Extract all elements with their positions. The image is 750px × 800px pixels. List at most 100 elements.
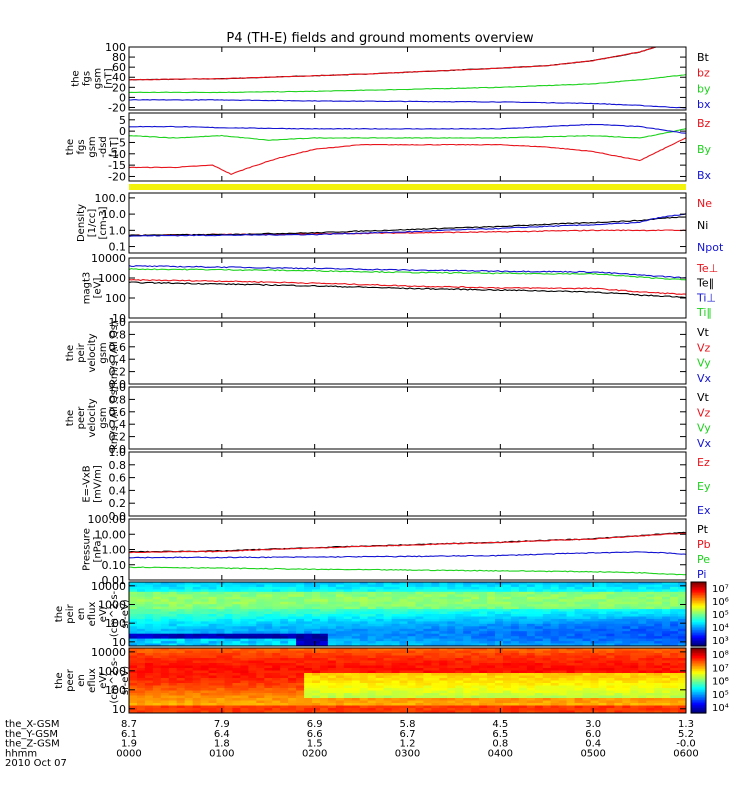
spectrogram-cell	[208, 643, 218, 646]
spectrogram-cell	[558, 584, 568, 588]
y-tick-label: 0.2	[109, 497, 127, 510]
spectrogram-cell	[638, 643, 647, 646]
spectrogram-cell	[343, 621, 353, 625]
spectrogram-cell	[407, 599, 417, 603]
spectrogram-cell	[582, 626, 592, 630]
spectrogram-cell	[144, 673, 154, 677]
spectrogram-cell	[304, 698, 313, 702]
spectrogram-cell	[526, 611, 536, 615]
spectrogram-cell	[208, 693, 218, 697]
y-axis-label: E=-VxB [mV/m]	[82, 465, 104, 503]
spectrogram-cell	[144, 708, 154, 712]
spectrogram-cell	[638, 693, 647, 697]
x-axis-value: 6.7	[400, 729, 416, 740]
spectrogram-cell	[407, 710, 417, 713]
spectrogram-cell	[280, 601, 289, 605]
spectrogram-cell	[232, 643, 241, 646]
series-line-blue	[128, 213, 687, 237]
spectrogram-cell	[614, 688, 623, 692]
spectrogram-cell	[176, 678, 186, 682]
spectrogram-cell	[144, 621, 154, 625]
spectrogram-cell	[335, 618, 345, 622]
spectrogram-cell	[176, 621, 186, 625]
spectrogram-cell	[598, 650, 608, 654]
spectrogram-cell	[144, 591, 154, 595]
spectrogram-cell	[662, 606, 671, 610]
spectrogram-cell	[391, 611, 401, 615]
spectrogram-cell	[296, 685, 305, 689]
spectrogram-cell	[240, 618, 249, 622]
spectrogram-cell	[129, 698, 138, 702]
spectrogram-cell	[327, 599, 337, 603]
colorbar-label: 10³	[712, 636, 729, 647]
spectrogram-cell	[367, 628, 377, 632]
spectrogram-cell	[272, 611, 281, 615]
spectrogram-cell	[646, 623, 655, 627]
spectrogram-cell	[216, 638, 226, 642]
colorbar-step	[691, 614, 706, 617]
spectrogram-cell	[526, 653, 536, 657]
spectrogram-cell	[654, 621, 663, 625]
spectrogram-cell	[606, 708, 615, 712]
spectrogram-cell	[471, 655, 480, 659]
spectrogram-cell	[232, 678, 241, 682]
spectrogram-cell	[590, 663, 600, 667]
spectrogram-cell	[327, 638, 337, 642]
spectrogram-cell	[399, 703, 409, 707]
spectrogram-cell	[184, 688, 194, 692]
spectrogram-cell	[280, 705, 289, 709]
spectrogram-cell	[351, 641, 361, 645]
spectrogram-cell	[280, 708, 289, 712]
spectrogram-cell	[280, 650, 289, 654]
colorbar-label: 10⁷	[712, 584, 729, 595]
spectrogram-cell	[137, 663, 146, 667]
spectrogram-cell	[399, 582, 409, 586]
spectrogram-cell	[272, 698, 281, 702]
spectrogram-cell	[510, 678, 520, 682]
spectrogram-cell	[152, 621, 162, 625]
spectrogram-cell	[638, 636, 647, 640]
spectrogram-cell	[288, 621, 297, 625]
spectrogram-cell	[463, 616, 472, 620]
y-tick-label: 5	[119, 114, 126, 127]
spectrogram-cell	[296, 703, 305, 707]
spectrogram-cell	[327, 618, 337, 622]
spectrogram-cell	[439, 660, 448, 664]
spectrogram-cell	[566, 658, 576, 662]
spectrogram-cell	[662, 658, 671, 662]
spectrogram-cell	[152, 596, 162, 600]
spectrogram-cell	[200, 594, 210, 598]
spectrogram-cell	[312, 683, 321, 687]
spectrogram-cell	[304, 636, 313, 640]
spectrogram-cell	[495, 700, 504, 704]
spectrogram-cell	[304, 582, 313, 586]
spectrogram-cell	[160, 655, 170, 659]
spectrogram-cell	[343, 698, 353, 702]
spectrogram-cell	[375, 695, 385, 699]
spectrogram-cell	[455, 658, 464, 662]
spectrogram-cell	[646, 685, 655, 689]
spectrogram-cell	[367, 638, 377, 642]
spectrogram-cell	[176, 623, 186, 627]
spectrogram-cell	[495, 591, 504, 595]
spectrogram-cell	[526, 633, 536, 637]
spectrogram-cell	[654, 616, 663, 620]
spectrogram-cell	[614, 693, 623, 697]
spectrogram-cell	[431, 628, 440, 632]
spectrogram-cell	[518, 695, 528, 699]
spectrogram-cell	[137, 675, 146, 679]
spectrogram-cell	[224, 660, 234, 664]
spectrogram-cell	[606, 586, 615, 590]
spectrogram-cell	[423, 611, 432, 615]
y-tick-label: -10	[108, 148, 126, 161]
spectrogram-cell	[327, 658, 337, 662]
spectrogram-cell	[192, 638, 202, 642]
spectrogram-cell	[526, 655, 536, 659]
spectrogram-cell	[638, 601, 647, 605]
spectrogram-cell	[558, 636, 568, 640]
spectrogram-cell	[232, 700, 241, 704]
spectrogram-cell	[566, 688, 576, 692]
spectrogram-cell	[184, 609, 194, 613]
spectrogram-cell	[606, 693, 615, 697]
spectrogram-cell	[296, 668, 305, 672]
